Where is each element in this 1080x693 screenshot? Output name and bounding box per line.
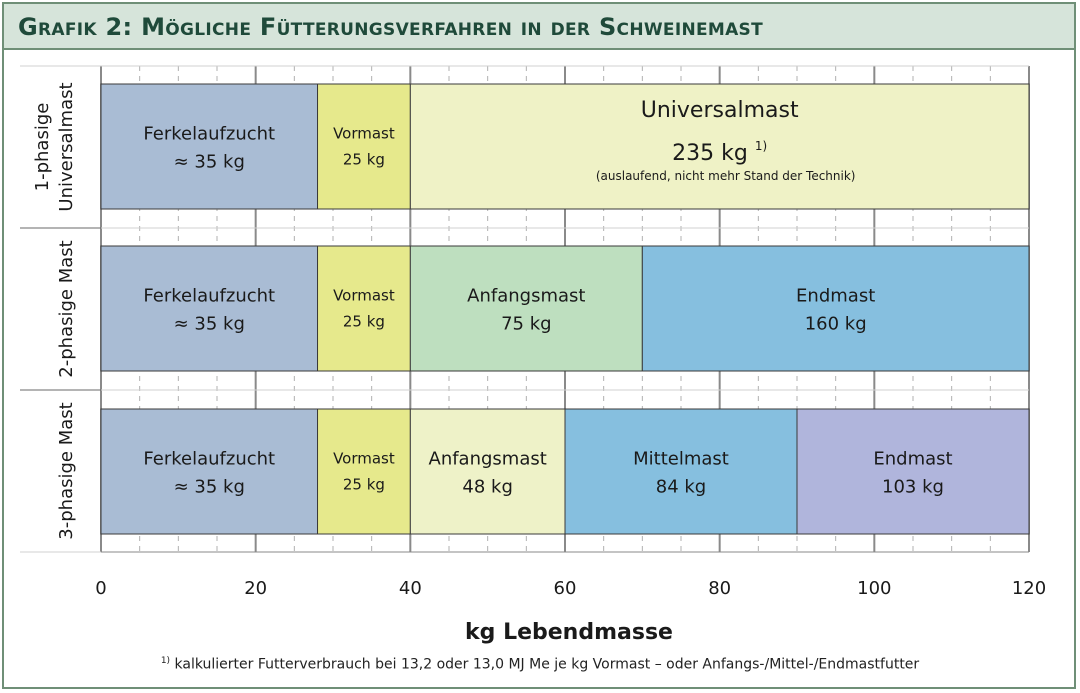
footnote: 1) kalkulierter Futterverbrauch bei 13,2… [0,656,1080,673]
x-tick-label: 20 [244,578,267,599]
segment-label: Anfangsmast [467,286,585,307]
segment-label: Ferkelaufzucht [143,449,275,470]
bar-segment [409,245,643,372]
segment-label: Endmast [873,449,952,470]
row-label: 3-phasige Mast [56,402,77,539]
segment-value: ≈ 35 kg [174,314,245,335]
row-label: 1-phasige Universalmast [32,82,77,211]
segment-value: 75 kg [501,314,551,335]
row-label-line: Universalmast [56,82,77,211]
chart-title: Grafik 2: Mögliche Fütterungsverfahren i… [18,13,763,41]
segment-label: Vormast [333,125,395,143]
segment-value: 103 kg [882,477,944,498]
segment-value-text: 235 kg [672,141,755,166]
footnote-marker: 1) [160,656,171,666]
segment-label: Vormast [333,450,395,468]
bar-segment [100,245,319,372]
bar-segment [317,83,411,210]
segment-label: Mittelmast [633,449,729,470]
segment-note: (auslaufend, nicht mehr Stand der Techni… [596,169,856,183]
row-label-line: 1-phasige [32,103,53,192]
segment-value: 25 kg [343,151,385,169]
segment-value: 48 kg [462,477,512,498]
row-label-line: 2-phasige Mast [56,240,77,377]
bar-segment [100,83,319,210]
bar-segment [564,408,798,535]
segment-label: Vormast [333,287,395,305]
segment-label: Endmast [796,286,875,307]
bar-segment [409,83,1030,210]
bar-segment [641,245,1030,372]
row-label: 2-phasige Mast [56,240,77,377]
bar-segment [317,245,411,372]
segment-value: 160 kg [805,314,867,335]
x-tick-label: 120 [1012,578,1046,599]
title-bar: Grafik 2: Mögliche Fütterungsverfahren i… [4,4,1074,50]
segment-label: Anfangsmast [429,449,547,470]
segment-value: 25 kg [343,476,385,494]
x-tick-label: 80 [708,578,731,599]
footnote-text: kalkulierter Futterverbrauch bei 13,2 od… [170,656,920,673]
bar-segment [409,408,566,535]
segment-label: Ferkelaufzucht [143,286,275,307]
bar-segment [100,408,319,535]
bar-segment [317,408,411,535]
segment-value-sup: 1) [755,139,767,153]
row-label-line: 3-phasige Mast [56,402,77,539]
x-tick-label: 100 [857,578,891,599]
x-axis-title: kg Lebendmasse [465,620,673,645]
bar-segment [796,408,1030,535]
x-tick-label: 60 [554,578,577,599]
x-tick-label: 0 [95,578,106,599]
segment-label: Ferkelaufzucht [143,124,275,145]
x-tick-label: 40 [399,578,422,599]
segment-value: 235 kg 1) [672,139,767,166]
segment-value: ≈ 35 kg [174,477,245,498]
segment-value: 84 kg [656,477,706,498]
segment-label: Universalmast [641,98,799,123]
segment-value: ≈ 35 kg [174,152,245,173]
segment-value: 25 kg [343,313,385,331]
